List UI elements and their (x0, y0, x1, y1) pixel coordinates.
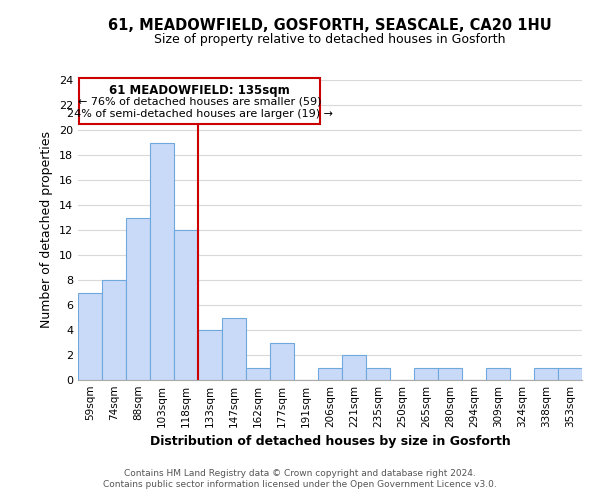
X-axis label: Distribution of detached houses by size in Gosforth: Distribution of detached houses by size … (149, 436, 511, 448)
Text: ← 76% of detached houses are smaller (59): ← 76% of detached houses are smaller (59… (78, 97, 322, 107)
Text: Size of property relative to detached houses in Gosforth: Size of property relative to detached ho… (154, 32, 506, 46)
Text: Contains public sector information licensed under the Open Government Licence v3: Contains public sector information licen… (103, 480, 497, 489)
Bar (174, 230, 198, 380)
FancyBboxPatch shape (79, 78, 320, 124)
Bar (222, 318, 246, 380)
Text: Contains HM Land Registry data © Crown copyright and database right 2024.: Contains HM Land Registry data © Crown c… (124, 468, 476, 477)
Bar (246, 368, 270, 380)
Text: 61 MEADOWFIELD: 135sqm: 61 MEADOWFIELD: 135sqm (109, 84, 290, 97)
Bar (150, 142, 174, 380)
Bar (102, 280, 126, 380)
Text: 61, MEADOWFIELD, GOSFORTH, SEASCALE, CA20 1HU: 61, MEADOWFIELD, GOSFORTH, SEASCALE, CA2… (108, 18, 552, 32)
Bar (270, 342, 294, 380)
Bar (438, 368, 462, 380)
Bar (534, 368, 558, 380)
Bar (318, 368, 342, 380)
Bar (126, 218, 150, 380)
Bar (342, 355, 366, 380)
Bar (486, 368, 510, 380)
Y-axis label: Number of detached properties: Number of detached properties (40, 132, 53, 328)
Bar (366, 368, 390, 380)
Bar (78, 292, 102, 380)
Bar (198, 330, 222, 380)
Bar (558, 368, 582, 380)
Bar (414, 368, 438, 380)
Text: 24% of semi-detached houses are larger (19) →: 24% of semi-detached houses are larger (… (67, 110, 333, 120)
